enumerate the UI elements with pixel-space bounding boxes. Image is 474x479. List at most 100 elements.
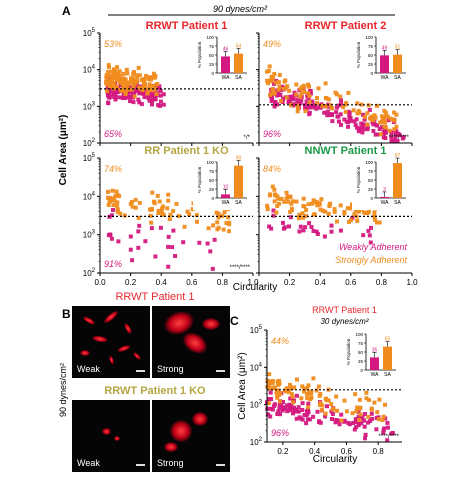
data-point [357,417,362,422]
data-point [390,139,395,144]
data-point [304,409,309,414]
data-point [305,396,310,401]
data-point [298,94,303,99]
legend-strong: Strongly Adherent [335,255,407,265]
pct-weak-label: 65% [104,129,122,139]
data-point [284,386,289,391]
data-point [307,112,312,117]
data-point [222,210,227,215]
pct-strong-label: 53% [104,39,122,49]
data-point [294,82,299,87]
data-point [153,74,158,78]
data-point [289,386,294,390]
data-point [315,232,320,236]
data-point [278,391,283,396]
data-point [292,405,296,410]
data-point [146,75,151,80]
data-point [389,135,394,140]
inset-y-tick-label: 0 [370,196,373,201]
data-point [304,208,309,212]
pct-weak-label: 96% [271,428,289,438]
data-point [273,192,278,197]
inset-y-tick-label: 100 [365,35,373,40]
data-point [326,398,331,403]
data-point [272,402,277,407]
data-point [307,94,312,99]
data-point [275,412,280,416]
data-point [383,125,388,130]
data-point [308,89,313,93]
data-point [274,80,279,85]
data-point [112,95,117,99]
data-point [323,414,328,419]
data-point [292,409,297,414]
data-point [355,101,360,106]
data-point [323,104,328,109]
data-point [374,123,379,128]
data-point [115,65,119,70]
data-point [305,386,310,390]
data-point [150,207,154,211]
data-point [366,228,371,233]
inset-x-tick-label: WA [381,200,390,206]
data-point [279,402,284,407]
significance-label: ****/**** [389,135,410,141]
data-point [130,87,134,92]
data-point [275,204,280,208]
data-point [389,431,394,436]
significance-label: ****/**** [379,434,400,440]
x-tick-label: 0.6 [341,447,353,456]
data-point [289,96,294,101]
data-point [342,210,347,214]
data-point [348,206,353,211]
inset-bar [380,196,389,198]
data-point [274,390,279,395]
data-point [123,89,128,94]
data-point [220,213,225,218]
data-point [154,92,159,97]
data-point [361,112,365,117]
data-point [358,412,363,417]
data-point [156,208,161,213]
data-point [221,227,226,232]
data-point [270,184,275,189]
data-point [137,100,142,105]
data-point [295,109,300,114]
data-point [272,71,277,76]
data-point [375,132,380,137]
inset-y-label: % Population [356,41,361,68]
data-point [345,206,350,211]
data-point [282,199,287,204]
data-point [300,417,305,422]
x-tick-label: 0.4 [315,278,327,287]
data-point [362,117,367,122]
data-point [342,398,347,403]
data-point [371,129,376,133]
data-point [268,390,273,395]
data-point [325,404,329,409]
data-point [147,83,152,88]
data-point [272,91,277,96]
data-point [274,210,279,215]
data-point [133,205,138,210]
data-point [161,212,166,217]
data-point [161,102,166,107]
data-point [171,209,176,213]
data-point [132,94,137,99]
data-point [142,78,147,83]
data-point [347,112,352,117]
data-point [377,127,382,131]
data-point [393,136,398,141]
data-point [356,409,361,414]
data-point [160,206,165,211]
pct-weak-label: 96% [263,129,281,139]
data-point [288,382,292,387]
data-point [265,207,270,212]
data-point [353,392,358,397]
inset-y-tick-label: 25 [209,187,215,192]
data-point [111,75,116,80]
data-point [349,218,354,223]
inset-y-tick-label: 0 [211,71,214,76]
data-point [339,122,343,127]
data-point [128,234,133,239]
